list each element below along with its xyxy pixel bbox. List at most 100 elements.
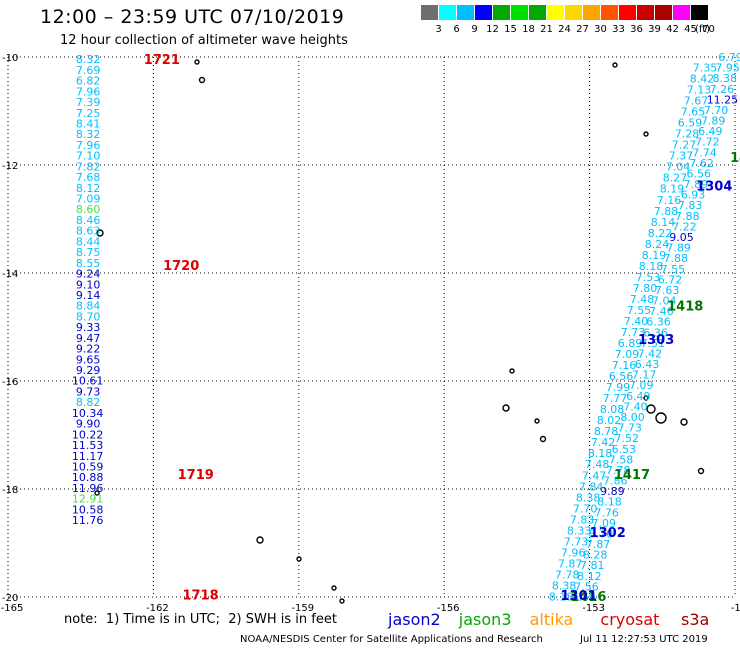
swh-value: 6.82 xyxy=(76,75,101,88)
swh-value: 7.39 xyxy=(76,96,101,109)
lat-tick-label: -12 xyxy=(2,161,18,172)
swh-value: 6.49 xyxy=(698,125,723,138)
swh-value: 10.34 xyxy=(72,407,104,420)
swh-value: 7.88 xyxy=(675,210,700,223)
swh-value: 7.86 xyxy=(603,475,628,488)
legend-label: 45 xyxy=(684,24,697,35)
swh-value: 7.55 xyxy=(627,304,652,317)
legend-swatch xyxy=(583,5,600,20)
legend-label: 27 xyxy=(576,24,589,35)
lon-tick-label: -162 xyxy=(146,603,169,614)
legend-swatch xyxy=(547,5,564,20)
island-outline xyxy=(509,368,515,374)
swh-value: 6.93 xyxy=(681,189,706,202)
swh-value: 7.83 xyxy=(570,513,595,526)
legend-swatch xyxy=(493,5,510,20)
swh-value: 8.38 xyxy=(712,72,737,85)
island-outline xyxy=(655,412,667,424)
pass-number: 1719 xyxy=(178,468,214,483)
page-title: 12:00 – 23:59 UTC 07/10/2019 xyxy=(40,6,345,28)
swh-value: 9.10 xyxy=(76,278,101,291)
swh-value: 7.37 xyxy=(669,150,694,163)
swh-value: 7.69 xyxy=(76,64,101,77)
footer-note: note: 1) Time is in UTC; 2) SWH is in fe… xyxy=(64,612,337,627)
swh-value: 8.63 xyxy=(76,225,101,238)
swh-value: 8.08 xyxy=(600,403,625,416)
swh-value: 8.18 xyxy=(597,496,622,509)
swh-value: 7.74 xyxy=(692,146,717,159)
island-outline xyxy=(680,418,688,426)
legend-label: 24 xyxy=(558,24,571,35)
swh-value: 7.10 xyxy=(76,150,101,163)
island-outline xyxy=(94,490,100,496)
swh-value: 7.42 xyxy=(591,436,616,449)
swh-value: 7.09 xyxy=(629,379,654,392)
swh-value: 8.78 xyxy=(594,425,619,438)
swh-value: 8.59 xyxy=(571,591,596,604)
swh-value: 7.04 xyxy=(666,161,691,174)
swh-value: 7.83 xyxy=(678,199,703,212)
swh-value: 6.43 xyxy=(635,358,660,371)
swh-value: 9.24 xyxy=(76,268,101,281)
island-outline xyxy=(194,59,200,65)
timestamp: Jul 11 12:27:53 UTC 2019 xyxy=(580,634,708,645)
island-outline xyxy=(256,536,264,544)
swh-value: 8.70 xyxy=(589,527,614,540)
swh-value: 7.62 xyxy=(689,157,714,170)
west-track: 8.327.696.827.967.397.258.418.327.967.10… xyxy=(72,53,104,527)
swh-value: 7.25 xyxy=(76,107,101,120)
legend-label: 39 xyxy=(648,24,661,35)
legend-label: 18 xyxy=(522,24,535,35)
legend-label: 6 xyxy=(453,24,460,35)
swh-value: 7.42 xyxy=(638,347,663,360)
swh-value: 8.38 xyxy=(576,491,601,504)
swh-value: 12.91 xyxy=(72,493,104,506)
credit-line: NOAA/NESDIS Center for Satellite Applica… xyxy=(240,634,543,645)
swh-value: 6.36 xyxy=(646,316,671,329)
legend-label: 36 xyxy=(630,24,643,35)
swh-value: 7.13 xyxy=(687,84,712,97)
island-outline xyxy=(331,585,337,591)
swh-value: 8.28 xyxy=(583,549,608,562)
swh-value: 8.70 xyxy=(76,310,101,323)
lon-tick-label: -156 xyxy=(437,603,460,614)
swh-value: 7.56 xyxy=(574,580,599,593)
pass-number: 1720 xyxy=(163,259,199,274)
swh-value: 7.73 xyxy=(617,422,642,435)
swh-value: 7.73 xyxy=(564,535,589,548)
swh-value: 6.79 xyxy=(718,51,740,64)
legend-swatch xyxy=(565,5,582,20)
island-outline xyxy=(339,598,345,604)
island-outline xyxy=(198,76,206,84)
swh-value: 7.09 xyxy=(615,348,640,361)
swh-value: 9.73 xyxy=(76,385,101,398)
swh-value: 6.56 xyxy=(609,370,634,383)
satellite-name: cryosat xyxy=(600,610,660,629)
legend-swatch xyxy=(655,5,672,20)
legend-label: 70 xyxy=(702,24,715,35)
swh-value: 7.67 xyxy=(684,95,709,108)
swh-value: 8.82 xyxy=(76,396,101,409)
swh-value: 7.96 xyxy=(561,546,586,559)
swh-value: 6.89 xyxy=(618,337,643,350)
pass-number: 1418 xyxy=(667,299,703,314)
island-outline xyxy=(612,62,618,68)
swh-value: 7.35 xyxy=(693,62,718,75)
satellite-name: jason3 xyxy=(458,610,512,629)
swh-value: 6.49 xyxy=(626,390,651,403)
swh-value: 8.55 xyxy=(76,257,101,270)
swh-value: 7.89 xyxy=(701,115,726,128)
island-outline xyxy=(96,229,104,237)
lat-tick-label: -10 xyxy=(2,53,18,64)
swh-value: 9.05 xyxy=(669,231,694,244)
swh-value: 7.95 xyxy=(715,62,740,75)
swh-value: 9.65 xyxy=(76,353,101,366)
island-outline xyxy=(296,556,302,562)
swh-value: 10.22 xyxy=(72,428,104,441)
swh-value: 8.38 xyxy=(552,579,577,592)
swh-value: 10.88 xyxy=(72,471,104,484)
island-outline xyxy=(539,435,547,443)
swh-value: 8.19 xyxy=(660,183,685,196)
islands xyxy=(94,59,705,604)
swh-value: 7.70 xyxy=(704,104,729,117)
